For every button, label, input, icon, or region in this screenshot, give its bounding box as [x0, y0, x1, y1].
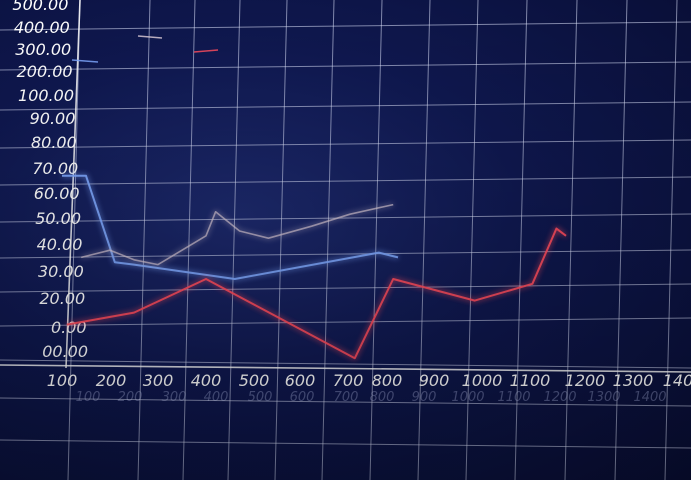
- grid-line-horizontal: [0, 439, 691, 449]
- ghost-x-tick-label: 400: [204, 390, 229, 405]
- y-tick-labels: 00.000.0020.0030.0040.0050.0060.0070.008…: [12, 0, 88, 361]
- x-tick-label: 1200: [565, 371, 606, 390]
- ghost-x-tick-label: 100: [76, 390, 101, 405]
- ghost-x-tick-label: 900: [412, 390, 437, 405]
- grid-line-vertical: [369, 0, 383, 480]
- legend-swatch: [193, 49, 219, 53]
- ghost-x-tick-label: 700: [334, 390, 359, 405]
- grid-line-vertical: [137, 0, 151, 480]
- series-group: [62, 174, 567, 360]
- grid-line-vertical: [564, 0, 578, 480]
- grid-line-horizontal: [0, 317, 691, 327]
- grid-line-horizontal: [0, 176, 691, 186]
- ghost-x-tick-labels: 100 200 300 400 500 600 700 800 900 1000 1100 1200 1…: [76, 390, 667, 405]
- x-tick-label: 1300: [613, 371, 654, 390]
- ghost-x-tick-label: 200: [118, 390, 143, 405]
- x-tick-label: 1100: [510, 371, 551, 390]
- legend-swatch: [71, 59, 99, 63]
- x-tick-label: 200: [96, 371, 127, 390]
- series-line: [62, 174, 399, 280]
- grid-line-horizontal: [0, 21, 691, 31]
- y-tick-label: 500.00: [12, 0, 68, 14]
- x-tick-label: 700: [333, 371, 364, 390]
- y-tick-label: 400.00: [14, 18, 70, 37]
- axes: [0, 0, 691, 372]
- ghost-x-tick-label: 1000: [451, 390, 484, 405]
- y-tick-label: 40.00: [37, 235, 83, 254]
- y-tick-label: 80.00: [31, 133, 77, 152]
- y-tick-label: 100.00: [18, 86, 74, 105]
- grid-line-vertical: [227, 0, 241, 480]
- grid-line-vertical: [274, 0, 288, 480]
- y-tick-label: 00.00: [42, 342, 88, 361]
- x-tick-label: 100: [47, 371, 78, 390]
- ghost-x-tick-label: 1100: [497, 390, 530, 405]
- x-tick-label: 1000: [462, 371, 503, 390]
- grid-line-horizontal: [0, 61, 691, 71]
- y-tick-label: 60.00: [34, 184, 80, 203]
- y-tick-label: 300.00: [15, 40, 71, 59]
- grid-line-horizontal: [0, 101, 691, 111]
- ghost-x-tick-label: 600: [290, 390, 315, 405]
- x-tick-label: 400: [191, 371, 222, 390]
- legend: [71, 35, 219, 63]
- grid-line-vertical: [614, 0, 628, 480]
- x-tick-label: 800: [372, 371, 403, 390]
- y-tick-label: 50.00: [35, 209, 81, 228]
- x-tick-label: 140: [663, 371, 691, 390]
- y-tick-label: 20.00: [39, 289, 85, 308]
- y-tick-label: 90.00: [30, 109, 76, 128]
- grid-line-vertical: [514, 0, 528, 480]
- grid-line-vertical: [465, 0, 479, 480]
- grid-line-horizontal: [0, 139, 691, 149]
- x-tick-label: 500: [239, 371, 270, 390]
- grid-line-vertical: [182, 0, 196, 480]
- ghost-x-tick-label: 1400: [633, 390, 666, 405]
- ghost-x-tick-label: 1200: [543, 390, 576, 405]
- grid-line-vertical: [417, 0, 431, 480]
- ghost-x-tick-label: 800: [370, 390, 395, 405]
- y-tick-label: 0.00: [51, 318, 87, 337]
- x-tick-labels: 100 200 300 400 500 600 700 800 900 1000 1100 1200 1…: [47, 371, 691, 390]
- ghost-x-tick-label: 500: [248, 390, 273, 405]
- x-tick-label: 600: [285, 371, 316, 390]
- grid-line-vertical: [321, 0, 335, 480]
- x-tick-label: 300: [143, 371, 174, 390]
- ghost-x-tick-label: 300: [162, 390, 187, 405]
- y-tick-label: 200.00: [17, 62, 73, 81]
- grid-line-vertical: [664, 0, 678, 480]
- x-tick-label: 900: [419, 371, 450, 390]
- ghost-x-tick-label: 1300: [587, 390, 620, 405]
- y-tick-label: 30.00: [38, 262, 84, 281]
- legend-swatch: [137, 35, 163, 39]
- grid-line-horizontal: [0, 283, 691, 293]
